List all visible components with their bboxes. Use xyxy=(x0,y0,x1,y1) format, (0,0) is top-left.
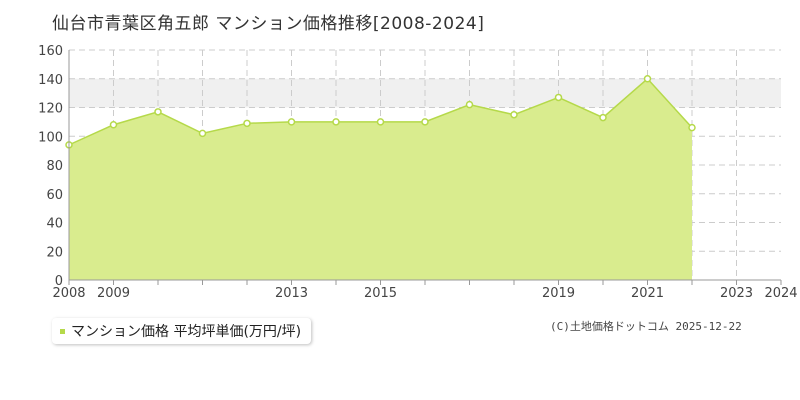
y-tick-label: 100 xyxy=(38,130,63,145)
data-point xyxy=(643,75,652,83)
y-tick-label: 140 xyxy=(38,73,63,88)
y-tick-label: 0 xyxy=(55,274,63,289)
data-point xyxy=(243,119,251,128)
legend-label: マンション価格 平均坪単価(万円/坪) xyxy=(71,324,302,340)
data-point xyxy=(287,118,296,126)
y-tick-label: 40 xyxy=(46,217,63,232)
data-point xyxy=(421,118,429,126)
legend: マンション価格 平均坪単価(万円/坪) xyxy=(52,318,312,344)
data-point xyxy=(554,93,563,102)
data-point xyxy=(599,113,607,122)
x-tick-label: 2021 xyxy=(631,286,664,301)
x-tick-label: 2019 xyxy=(542,286,575,301)
data-point xyxy=(198,129,207,138)
data-point xyxy=(332,118,340,126)
legend-swatch xyxy=(60,328,65,334)
x-tick-label: 2015 xyxy=(364,286,397,301)
area-fill xyxy=(69,78,692,280)
chart-title: 仙台市青葉区角五郎 マンション価格推移[2008-2024] xyxy=(52,14,485,34)
data-point xyxy=(154,108,162,116)
data-point xyxy=(465,100,474,109)
x-tick-label: 2008 xyxy=(52,286,85,301)
y-tick-label: 80 xyxy=(46,159,63,174)
x-tick-label: 2013 xyxy=(275,286,308,301)
data-point xyxy=(688,123,696,132)
y-tick-label: 160 xyxy=(38,44,63,59)
data-point xyxy=(376,118,385,126)
data-point xyxy=(109,121,118,129)
y-tick-label: 20 xyxy=(46,245,63,260)
x-tick-label: 2009 xyxy=(97,286,130,301)
x-tick-label: 2023 xyxy=(720,286,753,301)
y-tick-label: 120 xyxy=(38,102,63,117)
x-tick-label: 2024 xyxy=(764,286,797,301)
y-tick-label: 60 xyxy=(46,188,63,203)
credit-text: (C)土地価格ドットコム 2025-12-22 xyxy=(550,320,742,333)
data-point xyxy=(510,110,518,119)
